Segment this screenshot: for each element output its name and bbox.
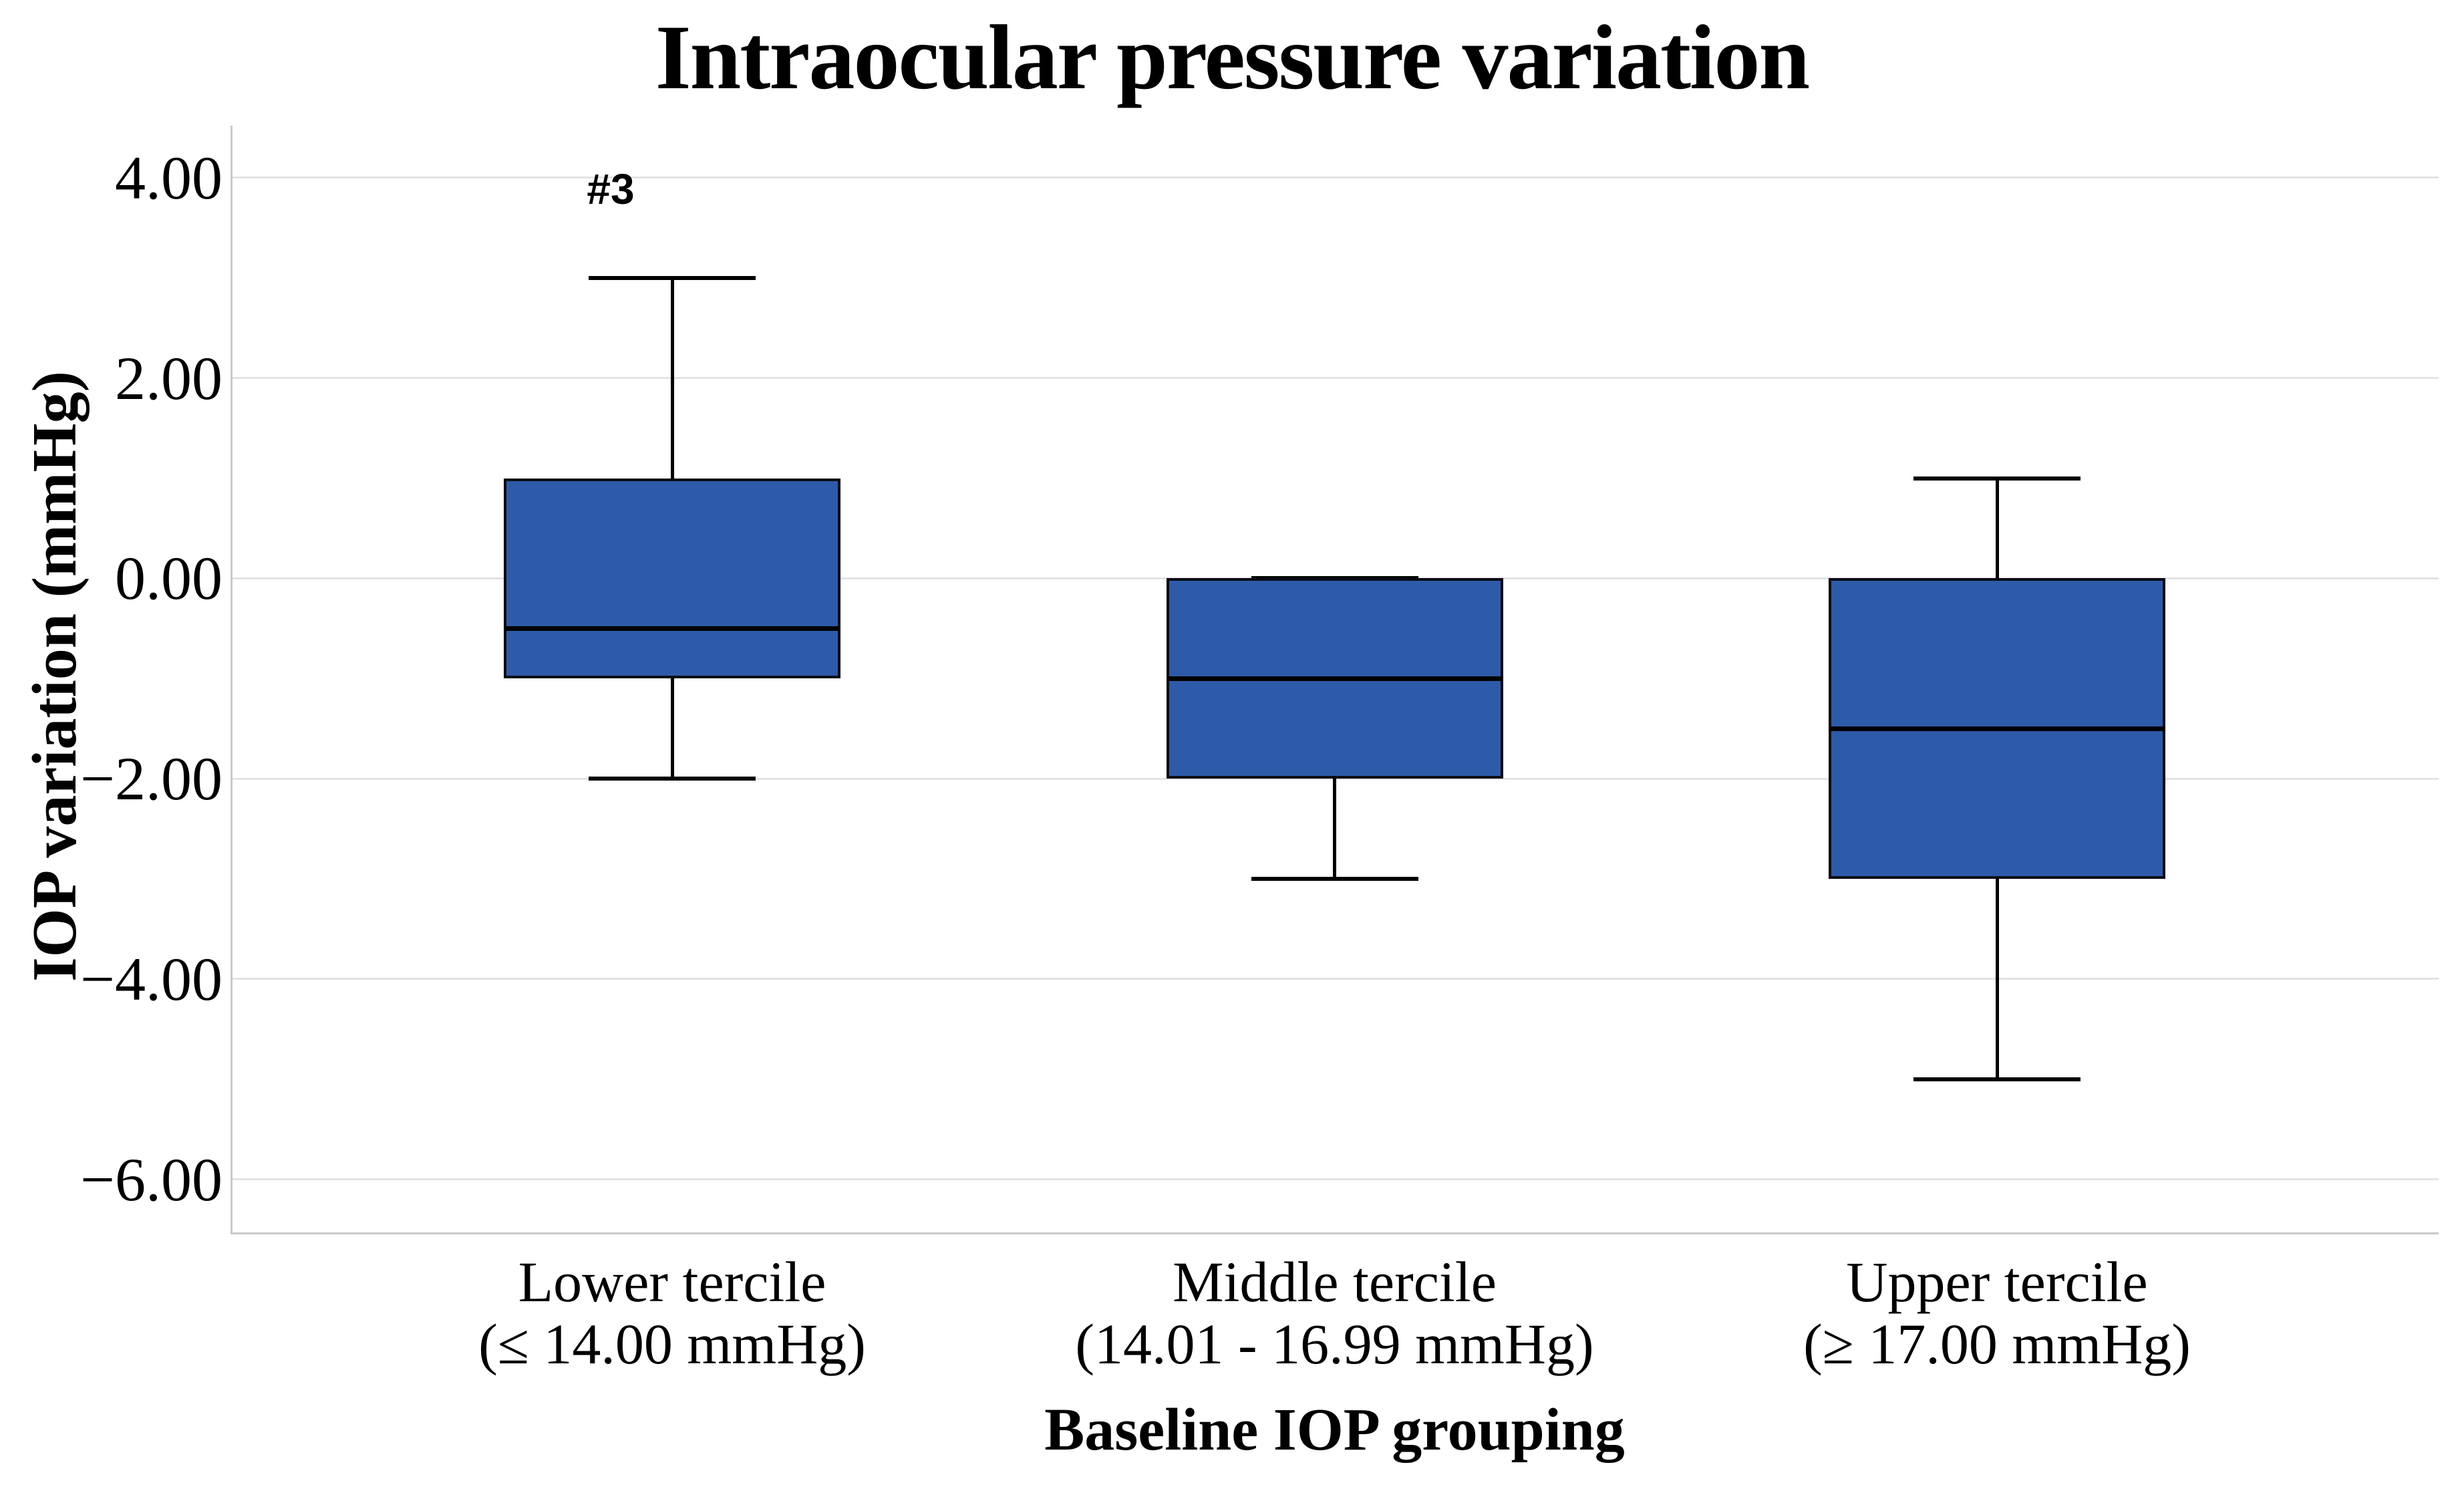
category-label-line1: Upper tercile bbox=[1846, 1250, 2148, 1314]
gridline bbox=[230, 377, 2439, 380]
gridline bbox=[230, 176, 2439, 179]
y-tick-label: 2.00 bbox=[115, 344, 222, 412]
case-annotation-label: #3 bbox=[587, 164, 635, 213]
gridline bbox=[230, 978, 2439, 980]
y-tick-label: −2.00 bbox=[80, 745, 222, 813]
category-label-line1: Lower tercile bbox=[518, 1250, 826, 1314]
y-tick-label: 0.00 bbox=[115, 544, 222, 613]
y-axis-line bbox=[230, 126, 233, 1234]
category-label-line2: (≥ 17.00 mmHg) bbox=[1803, 1311, 2191, 1376]
y-tick-label: 4.00 bbox=[115, 143, 222, 212]
box-rect bbox=[504, 478, 840, 679]
y-tick-label: −6.00 bbox=[80, 1145, 222, 1214]
y-tick-label: −4.00 bbox=[80, 944, 222, 1013]
whisker-cap bbox=[589, 275, 756, 280]
category-label: Middle tercile (14.01 - 16.99 mmHg) bbox=[1075, 1251, 1593, 1375]
median-line bbox=[1166, 676, 1503, 681]
whisker-cap bbox=[1913, 1077, 2081, 1081]
whisker-cap bbox=[1251, 876, 1418, 881]
category-label-line1: Middle tercile bbox=[1173, 1250, 1497, 1314]
gridline bbox=[230, 1178, 2439, 1181]
median-line bbox=[1829, 726, 2165, 731]
x-axis-label: Baseline IOP grouping bbox=[1044, 1397, 1625, 1463]
category-label: Upper tercile (≥ 17.00 mmHg) bbox=[1803, 1251, 2191, 1375]
plot-area: #3 bbox=[230, 126, 2439, 1234]
median-line bbox=[504, 626, 840, 631]
whisker-cap bbox=[1913, 476, 2081, 481]
y-axis: 4.00 2.00 0.00 −2.00 −4.00 −6.00 bbox=[0, 126, 222, 1234]
whisker-cap bbox=[589, 777, 756, 781]
category-label-line2: (≤ 14.00 mmHg) bbox=[478, 1311, 866, 1376]
category-label-line2: (14.01 - 16.99 mmHg) bbox=[1075, 1311, 1594, 1376]
x-axis-line bbox=[230, 1232, 2439, 1234]
category-label: Lower tercile (≤ 14.00 mmHg) bbox=[478, 1251, 866, 1375]
chart-title: Intraocular pressure variation bbox=[655, 6, 1810, 108]
